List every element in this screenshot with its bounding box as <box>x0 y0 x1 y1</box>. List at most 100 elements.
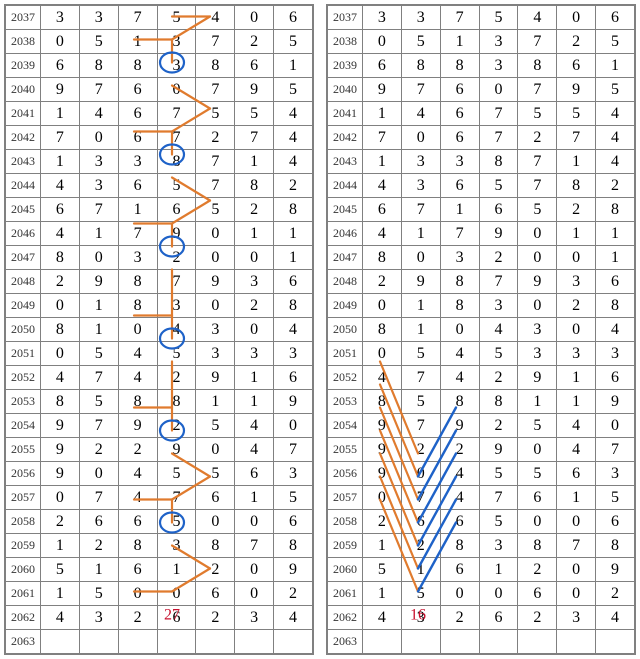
data-cell: 8 <box>274 198 313 222</box>
data-cell: 4 <box>40 222 79 246</box>
row-id: 2061 <box>6 582 41 606</box>
row-id: 2061 <box>328 582 363 606</box>
data-cell: 0 <box>518 510 557 534</box>
row-id: 2045 <box>6 198 41 222</box>
data-cell: 4 <box>235 414 274 438</box>
data-cell: 0 <box>362 486 401 510</box>
table-row: 20490183028 <box>328 294 635 318</box>
data-cell: 3 <box>79 606 118 630</box>
row-id: 2040 <box>6 78 41 102</box>
data-cell: 2 <box>40 510 79 534</box>
row-id: 2042 <box>328 126 363 150</box>
table-row: 20482987936 <box>6 270 313 294</box>
data-cell: 5 <box>235 102 274 126</box>
data-cell: 1 <box>235 390 274 414</box>
table-row: 20456716528 <box>328 198 635 222</box>
data-cell: 7 <box>518 30 557 54</box>
data-cell: 4 <box>118 462 157 486</box>
data-cell: 1 <box>557 390 596 414</box>
data-cell: 1 <box>118 198 157 222</box>
data-cell: 1 <box>401 558 440 582</box>
data-cell <box>196 630 235 654</box>
data-cell: 2 <box>479 246 518 270</box>
data-cell: 0 <box>401 462 440 486</box>
data-cell: 1 <box>479 558 518 582</box>
table-row: 20611500602 <box>6 582 313 606</box>
layout-wrap: 2037337540620380513725203968838612040976… <box>4 4 636 655</box>
data-cell <box>40 630 79 654</box>
data-cell: 3 <box>274 462 313 486</box>
data-cell: 5 <box>157 510 196 534</box>
data-cell: 5 <box>196 102 235 126</box>
data-cell: 4 <box>40 606 79 630</box>
data-cell: 9 <box>40 462 79 486</box>
table-row: 20582665006 <box>328 510 635 534</box>
data-cell: 4 <box>118 366 157 390</box>
data-cell: 4 <box>401 102 440 126</box>
data-cell: 5 <box>479 510 518 534</box>
data-cell: 7 <box>196 174 235 198</box>
data-cell: 0 <box>479 78 518 102</box>
data-cell: 1 <box>518 390 557 414</box>
data-cell: 5 <box>196 414 235 438</box>
data-cell <box>557 630 596 654</box>
data-cell: 1 <box>596 246 635 270</box>
data-cell: 5 <box>518 102 557 126</box>
data-cell: 2 <box>440 438 479 462</box>
data-cell: 3 <box>157 54 196 78</box>
table-row: 2063 <box>328 630 635 654</box>
data-cell: 0 <box>196 438 235 462</box>
data-cell: 5 <box>79 390 118 414</box>
row-id: 2046 <box>328 222 363 246</box>
data-cell: 4 <box>596 606 635 630</box>
data-cell: 8 <box>596 198 635 222</box>
table-row: 20373375406 <box>328 6 635 30</box>
data-cell: 9 <box>274 558 313 582</box>
data-cell: 0 <box>235 582 274 606</box>
data-cell: 2 <box>157 246 196 270</box>
data-cell: 0 <box>440 582 479 606</box>
data-cell: 1 <box>401 294 440 318</box>
data-cell: 6 <box>274 510 313 534</box>
data-cell: 7 <box>274 438 313 462</box>
data-cell: 2 <box>235 30 274 54</box>
data-cell: 6 <box>40 198 79 222</box>
data-cell: 6 <box>118 510 157 534</box>
data-cell: 9 <box>274 390 313 414</box>
row-id: 2044 <box>6 174 41 198</box>
data-cell: 6 <box>440 510 479 534</box>
data-cell: 1 <box>557 366 596 390</box>
data-cell: 5 <box>40 558 79 582</box>
table-row: 20464179011 <box>6 222 313 246</box>
row-id: 2050 <box>6 318 41 342</box>
data-cell <box>235 630 274 654</box>
table-row: 20624326234 <box>328 606 635 630</box>
data-cell: 0 <box>118 318 157 342</box>
data-cell: 2 <box>401 534 440 558</box>
table-row: 20396883861 <box>328 54 635 78</box>
data-cell: 3 <box>157 30 196 54</box>
table-row: 20482987936 <box>328 270 635 294</box>
data-cell: 9 <box>362 438 401 462</box>
data-cell: 4 <box>40 174 79 198</box>
table-row: 20431338714 <box>6 150 313 174</box>
data-cell: 8 <box>118 390 157 414</box>
data-cell: 1 <box>362 534 401 558</box>
data-cell: 5 <box>274 486 313 510</box>
row-id: 2062 <box>328 606 363 630</box>
data-cell: 6 <box>196 582 235 606</box>
table-row: 20427067274 <box>6 126 313 150</box>
data-cell: 9 <box>479 438 518 462</box>
data-cell: 2 <box>40 270 79 294</box>
data-cell: 9 <box>557 78 596 102</box>
data-cell: 7 <box>235 534 274 558</box>
data-cell <box>596 630 635 654</box>
data-cell: 3 <box>401 6 440 30</box>
data-cell: 7 <box>118 6 157 30</box>
table-row: 20508104304 <box>328 318 635 342</box>
data-cell: 8 <box>157 150 196 174</box>
data-cell: 0 <box>596 414 635 438</box>
data-cell: 5 <box>596 486 635 510</box>
data-cell: 0 <box>196 222 235 246</box>
row-id: 2046 <box>6 222 41 246</box>
